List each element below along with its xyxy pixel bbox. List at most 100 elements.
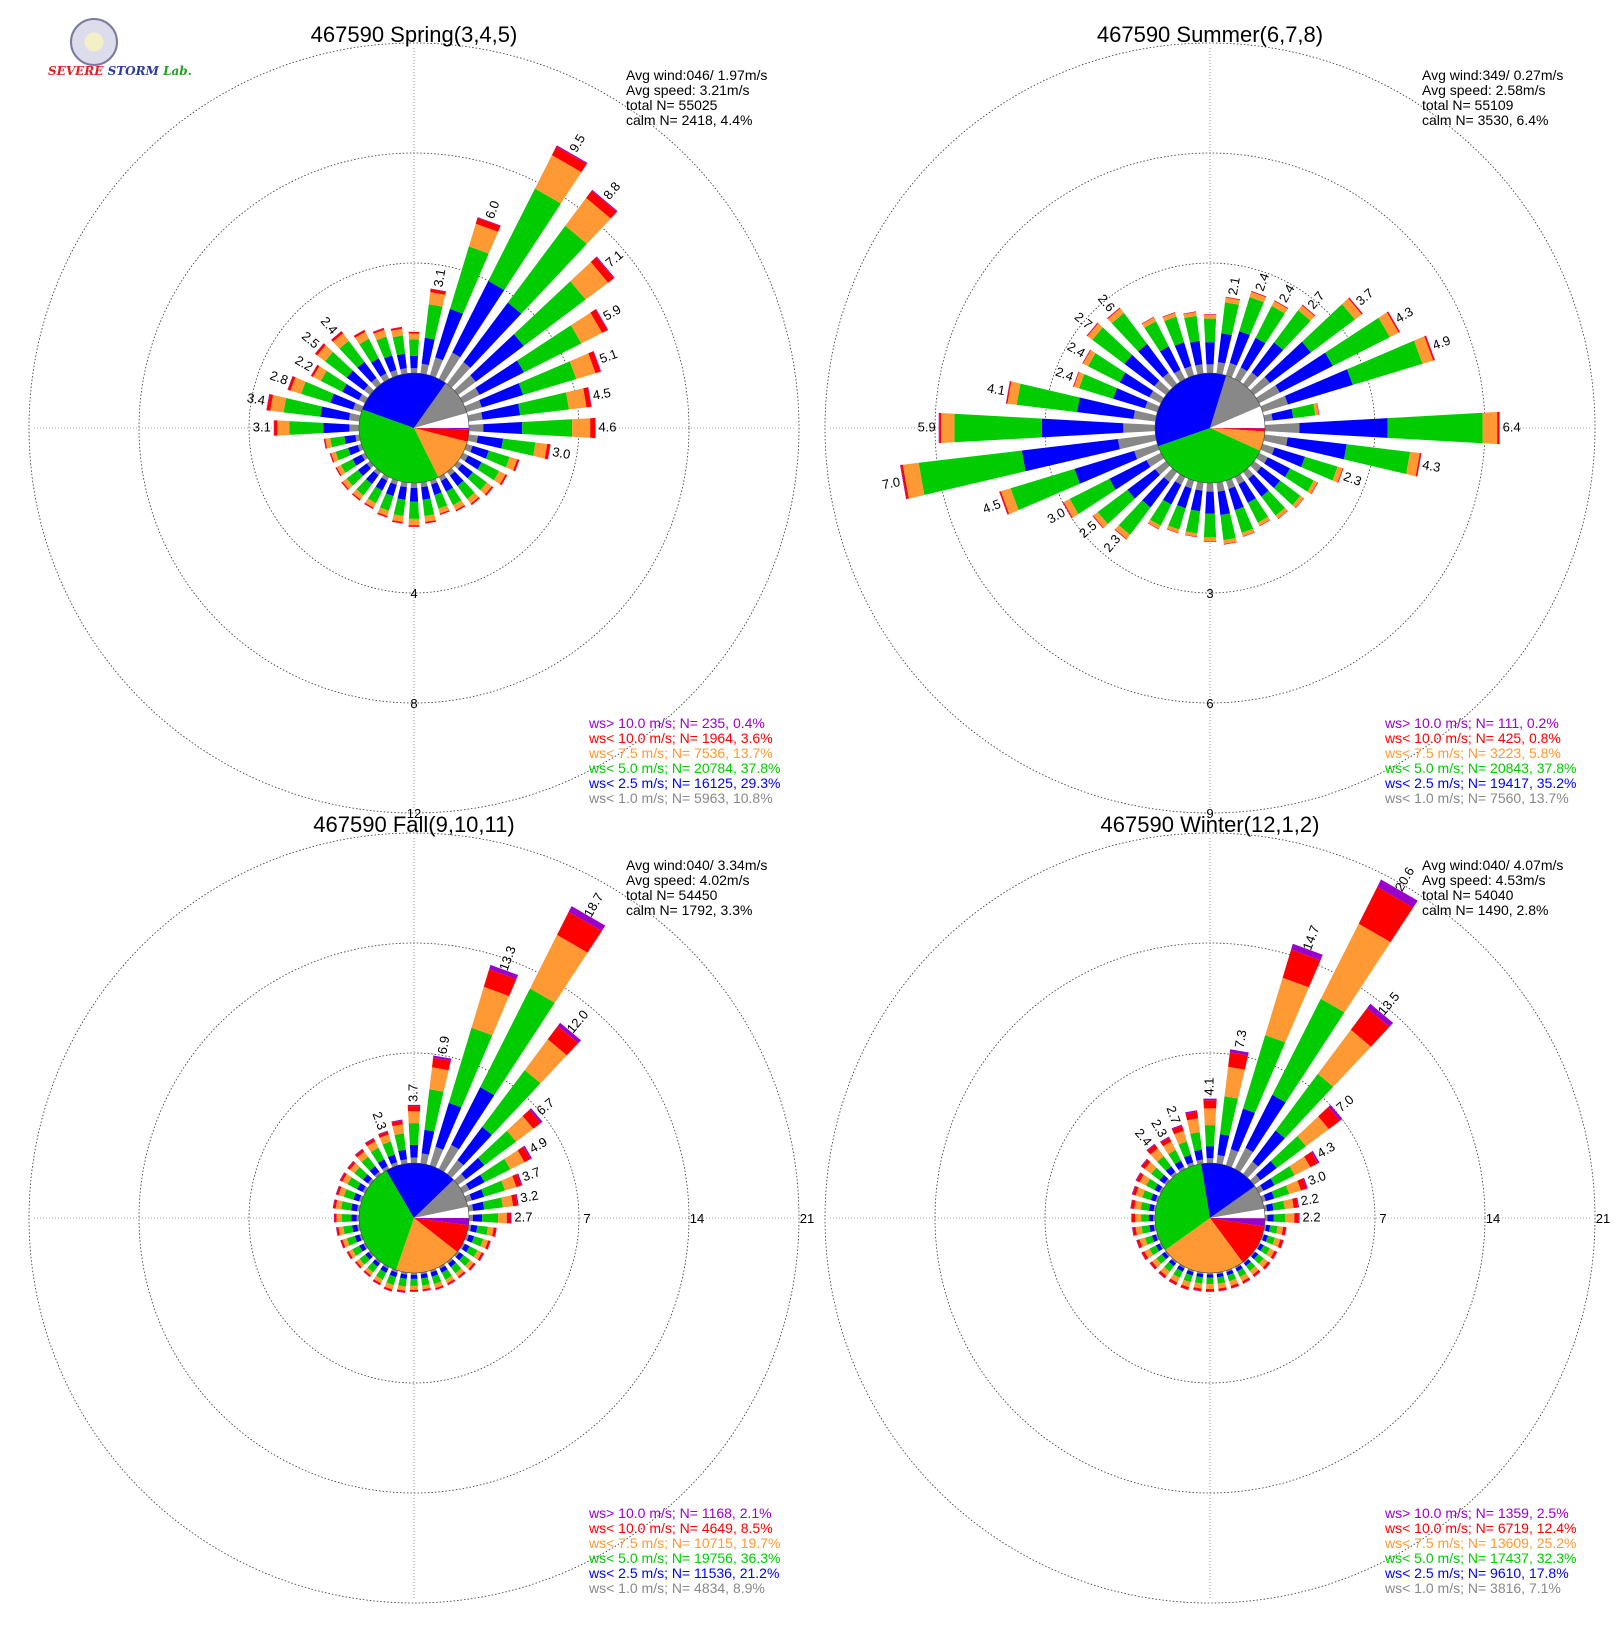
rose-bar-segment xyxy=(1260,1233,1265,1241)
rose-bar-segment xyxy=(398,1277,407,1287)
rose-bar-segment xyxy=(465,1260,474,1270)
rose-bar-segment xyxy=(390,369,399,378)
rose-bar-segment xyxy=(1252,1269,1261,1277)
rose-bar-segment xyxy=(1150,499,1172,526)
rose-bar-segment xyxy=(339,340,365,368)
rose-bar-segment xyxy=(1350,1008,1390,1047)
legend-entry: ws< 7.5 m/s; N= 13609, 25.2% xyxy=(1384,1535,1576,1551)
rose-bar-segment xyxy=(330,393,356,410)
ring-label: 6 xyxy=(1206,696,1213,711)
rose-bar-segment xyxy=(1144,1248,1154,1259)
bar-total-label: 2.2 xyxy=(293,352,316,374)
rose-bar-segment xyxy=(1316,402,1320,415)
ring-circle xyxy=(138,942,690,1494)
rose-bar-segment xyxy=(1069,478,1116,515)
pie-outline xyxy=(358,372,470,484)
rose-bar-segment xyxy=(1301,456,1338,481)
stats-line: Avg wind:046/ 1.97m/s xyxy=(626,67,767,83)
pie-slice xyxy=(1155,1163,1210,1250)
rose-bar-segment xyxy=(1230,1108,1255,1152)
rose-bar-segment xyxy=(489,964,519,980)
pie-slice xyxy=(1210,1186,1265,1218)
rose-bar-segment xyxy=(359,338,379,363)
wind-rose-panel: 4 8 12 3.1 6.0 9.5 8.8 7.1 5.9 5.1 4.5 4.6 3.0 3.1 3.4… xyxy=(28,22,800,821)
rose-bar-segment xyxy=(1285,468,1314,492)
rose-bar-segment xyxy=(393,498,406,517)
rose-bar-segment xyxy=(459,1272,466,1279)
rose-bar-segment xyxy=(1160,1136,1170,1143)
rose-bar-segment xyxy=(1254,1271,1261,1278)
rose-bar-segment xyxy=(438,1144,459,1172)
rose-bar-segment xyxy=(918,450,1026,495)
rose-bar-segment xyxy=(1197,1271,1204,1275)
rose-bar-segment xyxy=(467,1204,474,1212)
rose-bar-segment xyxy=(1218,1287,1227,1291)
rose-bar-segment xyxy=(530,934,588,1003)
rose-bar-segment xyxy=(359,1254,370,1265)
bar-total-label: 4.9 xyxy=(1430,332,1452,352)
rose-bar-segment xyxy=(1185,531,1198,537)
rose-bar-segment xyxy=(421,1277,430,1286)
rose-bar-segment xyxy=(1109,460,1151,490)
rose-bar-segment xyxy=(1425,335,1435,361)
rose-bar-segment xyxy=(1082,349,1091,364)
rose-bar-segment xyxy=(566,388,587,410)
rose-bar-segment xyxy=(1086,322,1099,337)
rose-bar-segment xyxy=(1178,1141,1191,1158)
rose-bar-segment xyxy=(1164,1178,1170,1185)
rose-bar-segment xyxy=(1277,1239,1284,1249)
rose-bar-segment xyxy=(1238,480,1256,503)
rose-bar-segment xyxy=(373,468,381,476)
rose-bar-segment xyxy=(1149,1224,1155,1232)
rose-bar-segment xyxy=(332,1199,335,1209)
rose-bar-segment xyxy=(367,1141,379,1152)
rose-bar-segment xyxy=(1247,498,1269,523)
rose-bar-segment xyxy=(1292,1197,1299,1208)
rose-bar-segment xyxy=(1162,312,1175,317)
bar-total-label: 6.4 xyxy=(1503,419,1521,434)
rose-bar-segment xyxy=(1193,1282,1203,1289)
rose-bar-segment xyxy=(1184,1154,1194,1165)
rose-bar-segment xyxy=(438,474,447,482)
rose-bar-segment xyxy=(1241,528,1255,537)
rose-bar-segment xyxy=(1482,412,1498,444)
rose-bar-segment xyxy=(409,1291,419,1292)
bar-total-label: 3.2 xyxy=(519,1188,539,1206)
rose-bar-segment xyxy=(451,1087,495,1150)
rose-bar-segment xyxy=(470,334,524,382)
rose-bar-segment xyxy=(372,1279,381,1285)
pie-slice xyxy=(414,1218,469,1252)
rose-bar-segment xyxy=(1252,1130,1285,1167)
rose-bar-segment xyxy=(1155,1195,1160,1203)
chart-title: 467590 Summer(6,7,8) xyxy=(1097,22,1323,47)
rose-bar-segment xyxy=(533,442,548,459)
rose-bar-segment xyxy=(1291,403,1316,419)
rose-bar-segment xyxy=(352,489,364,500)
rose-bar-segment xyxy=(1272,1237,1281,1247)
rose-bar-segment xyxy=(314,343,324,354)
rose-bar-segment xyxy=(1325,317,1390,366)
rose-bar-segment xyxy=(377,512,388,518)
rose-bar-segment xyxy=(409,1289,419,1292)
rose-bar-segment xyxy=(591,189,618,212)
rose-bar-segment xyxy=(454,461,463,470)
rose-bar-segment xyxy=(377,1159,388,1170)
rose-bar-segment xyxy=(1223,538,1237,544)
rose-bar-segment xyxy=(420,481,428,488)
rose-bar-segment xyxy=(1194,1149,1203,1161)
rose-bar-segment xyxy=(410,1285,418,1290)
rose-bar-segment xyxy=(1158,1270,1167,1279)
rose-bar-segment xyxy=(459,1255,471,1267)
rose-bar-segment xyxy=(1216,1273,1224,1278)
rose-bar-segment xyxy=(1347,340,1423,385)
rose-bar-segment xyxy=(1270,1136,1306,1169)
rose-bar-segment xyxy=(1062,502,1072,519)
rose-bar-segment xyxy=(1304,1151,1318,1168)
rose-bar-segment xyxy=(1260,443,1275,455)
rose-bar-segment xyxy=(1274,300,1289,309)
rose-bar-segment xyxy=(1307,480,1318,494)
bar-total-label: 2.4 xyxy=(1054,364,1076,384)
rose-bar-segment xyxy=(343,1189,356,1200)
rose-bar-segment xyxy=(954,413,1042,443)
rose-bar-segment xyxy=(469,1214,473,1222)
